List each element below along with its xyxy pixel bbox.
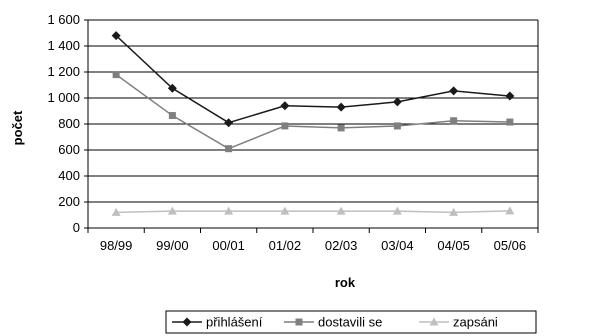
x-axis-label: rok [335, 275, 356, 290]
legend-swatch-marker [295, 318, 303, 326]
y-tick-label: 1 400 [47, 38, 80, 53]
data-point [337, 124, 345, 132]
data-point [168, 112, 176, 120]
y-axis-ticks: 0 200 400 600 800 1 000 1 200 1 400 1 600 [47, 12, 88, 235]
x-tick-label: 05/06 [494, 238, 527, 253]
y-tick-label: 400 [58, 168, 80, 183]
data-point [112, 71, 120, 79]
data-point [111, 207, 121, 216]
data-point [505, 91, 515, 101]
data-point [392, 97, 402, 107]
data-point [224, 206, 234, 215]
data-point [506, 118, 514, 126]
series-lines [111, 31, 515, 216]
x-tick-label: 00/01 [212, 238, 245, 253]
data-point [336, 102, 346, 112]
data-point [280, 101, 290, 111]
legend-box [165, 310, 537, 334]
gridlines [88, 19, 538, 203]
axes [87, 20, 539, 229]
y-tick-label: 1 200 [47, 64, 80, 79]
legend: přihlášení dostavili se zapsáni [165, 310, 537, 334]
series-line [116, 210, 510, 214]
data-point [336, 206, 346, 215]
data-point [281, 122, 289, 130]
x-tick-label: 03/04 [381, 238, 414, 253]
x-tick-label: 01/02 [269, 238, 302, 253]
legend-label: přihlášení [206, 315, 263, 330]
x-axis-ticks: 98/99 99/00 00/01 01/02 02/03 03/04 04/05 05/06 [87, 228, 539, 253]
y-tick-label: 200 [58, 194, 80, 209]
data-point [111, 31, 121, 41]
data-point [225, 145, 233, 153]
series-line [115, 35, 510, 124]
y-axis-label: počet [10, 110, 25, 145]
data-point [224, 118, 234, 128]
legend-swatch-marker [429, 317, 439, 326]
series-line [115, 73, 510, 150]
x-tick-label: 02/03 [325, 238, 358, 253]
data-point [450, 117, 458, 125]
data-point [505, 206, 515, 215]
data-point [393, 122, 401, 130]
y-tick-label: 1 000 [47, 90, 80, 105]
data-point [167, 206, 177, 215]
data-point [449, 207, 459, 216]
data-point [449, 86, 459, 96]
data-point [392, 206, 402, 215]
y-tick-label: 600 [58, 142, 80, 157]
x-tick-label: 99/00 [156, 238, 189, 253]
y-tick-label: 0 [73, 220, 80, 235]
data-point [280, 206, 290, 215]
x-tick-label: 04/05 [437, 238, 470, 253]
legend-label: zapsáni [453, 315, 498, 330]
legend-label: dostavili se [318, 315, 382, 330]
legend-swatch-marker [182, 317, 192, 327]
y-tick-label: 800 [58, 116, 80, 131]
x-tick-label: 98/99 [100, 238, 133, 253]
y-tick-label: 1 600 [47, 12, 80, 27]
data-point [167, 83, 177, 93]
